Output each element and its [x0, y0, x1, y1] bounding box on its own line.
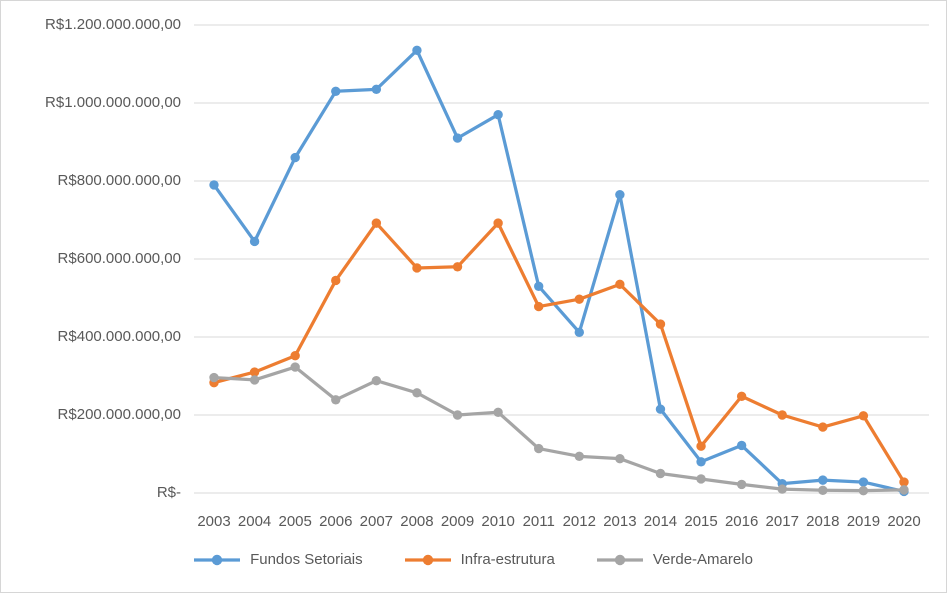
data-point-verde-amarelo-2011: [534, 443, 544, 454]
x-tick-label: 2015: [684, 513, 718, 530]
legend-item-verde-amarelo[interactable]: Verde-Amarelo: [596, 551, 753, 568]
data-point-verde-amarelo-2009: [452, 410, 463, 420]
data-point-infra-estrutura-2004: [249, 367, 260, 377]
legend: Fundos Setoriais Infra-estrutura Verde-Ama…: [1, 551, 946, 568]
data-point-verde-amarelo-2018: [818, 485, 828, 495]
data-point-verde-amarelo-2003: [209, 372, 219, 383]
data-point-verde-amarelo-2019: [858, 485, 869, 496]
data-point-infra-estrutura-2016: [736, 391, 747, 401]
x-tick-label: 2006: [319, 513, 353, 530]
data-point-infra-estrutura-2017: [777, 410, 787, 420]
data-point-fundos-setoriais-2016: [736, 440, 747, 451]
data-point-infra-estrutura-2011: [534, 301, 544, 312]
data-point-verde-amarelo-2015: [696, 474, 706, 484]
series-line-verde-amarelo: [212, 365, 906, 493]
x-tick-label: 2017: [765, 513, 799, 530]
x-tick-label: 2018: [806, 513, 840, 530]
data-point-fundos-setoriais-2010: [493, 110, 503, 120]
legend-label-verde-amarelo: Verde-Amarelo: [652, 551, 753, 568]
data-point-fundos-setoriais-2013: [615, 189, 625, 200]
data-point-fundos-setoriais-2015: [696, 457, 706, 467]
data-point-infra-estrutura-2015: [696, 441, 706, 451]
legend-marker-verde-amarelo: [596, 554, 643, 565]
legend-item-infra-estrutura[interactable]: Infra-estrutura: [404, 551, 555, 568]
data-point-infra-estrutura-2006: [331, 275, 341, 286]
data-point-verde-amarelo-2014: [655, 468, 666, 479]
data-point-fundos-setoriais-2004: [249, 236, 260, 247]
y-tick-label: R$200.000.000,00: [57, 406, 181, 423]
x-tick-label: 2020: [887, 513, 921, 530]
data-point-fundos-setoriais-2006: [331, 86, 341, 97]
data-point-infra-estrutura-2007: [371, 218, 382, 228]
legend-marker-infra-estrutura: [404, 554, 451, 565]
data-point-verde-amarelo-2008: [412, 388, 422, 398]
y-tick-label: R$800.000.000,00: [57, 172, 181, 189]
data-point-verde-amarelo-2010: [493, 407, 503, 417]
data-point-infra-estrutura-2013: [615, 279, 625, 290]
data-point-fundos-setoriais-2019: [858, 477, 869, 487]
data-point-verde-amarelo-2017: [777, 484, 787, 494]
data-point-infra-estrutura-2009: [452, 262, 463, 272]
series-verde-amarelo[interactable]: [209, 362, 909, 496]
x-tick-label: 2010: [481, 513, 515, 530]
x-tick-label: 2003: [197, 513, 231, 530]
series-line-fundos-setoriais: [212, 48, 906, 494]
x-tick-label: 2013: [603, 513, 637, 530]
data-point-fundos-setoriais-2014: [655, 404, 666, 414]
data-point-infra-estrutura-2014: [655, 319, 666, 329]
series-line-infra-estrutura: [212, 221, 906, 484]
data-point-verde-amarelo-2006: [331, 395, 341, 405]
series-infra-estrutura[interactable]: [209, 218, 909, 487]
legend-item-fundos-setoriais[interactable]: Fundos Setoriais: [194, 551, 363, 568]
y-tick-label: R$400.000.000,00: [57, 328, 181, 345]
data-point-fundos-setoriais-2011: [534, 281, 544, 291]
x-tick-label: 2008: [400, 513, 434, 530]
data-point-fundos-setoriais-2018: [818, 475, 828, 485]
x-tick-label: 2004: [237, 513, 272, 530]
data-point-fundos-setoriais-2012: [574, 327, 584, 338]
data-point-fundos-setoriais-2007: [371, 84, 382, 95]
data-point-verde-amarelo-2013: [615, 453, 625, 464]
legend-label-infra-estrutura: Infra-estrutura: [460, 551, 555, 568]
data-point-verde-amarelo-2005: [290, 362, 300, 372]
x-tick-label: 2011: [522, 513, 555, 530]
data-point-verde-amarelo-2004: [249, 375, 260, 385]
x-tick-label: 2007: [359, 513, 394, 530]
data-point-infra-estrutura-2019: [858, 411, 869, 421]
x-tick-label: 2009: [440, 513, 475, 530]
series-fundos-setoriais[interactable]: [209, 45, 909, 497]
x-tick-label: 2019: [846, 513, 881, 530]
y-tick-label: R$1.000.000.000,00: [45, 94, 181, 111]
data-point-verde-amarelo-2016: [736, 479, 747, 490]
data-point-infra-estrutura-2010: [493, 218, 503, 228]
data-point-infra-estrutura-2018: [818, 422, 828, 432]
x-tick-label: 2012: [562, 513, 596, 530]
data-point-verde-amarelo-2012: [574, 451, 584, 462]
x-tick-label: 2005: [278, 513, 312, 530]
data-point-fundos-setoriais-2008: [412, 45, 422, 56]
data-point-infra-estrutura-2012: [574, 294, 584, 304]
legend-marker-fundos-setoriais: [194, 554, 241, 565]
y-tick-label: R$600.000.000,00: [57, 250, 181, 267]
legend-label-fundos-setoriais: Fundos Setoriais: [250, 551, 363, 568]
y-tick-label: R$-: [156, 484, 181, 501]
data-point-fundos-setoriais-2003: [209, 180, 219, 190]
data-point-infra-estrutura-2020: [899, 477, 909, 487]
y-tick-label: R$1.200.000.000,00: [45, 16, 181, 33]
data-point-fundos-setoriais-2005: [290, 152, 300, 163]
data-point-infra-estrutura-2005: [290, 351, 300, 361]
data-point-verde-amarelo-2007: [371, 375, 382, 386]
data-point-fundos-setoriais-2009: [452, 133, 463, 143]
data-point-verde-amarelo-2020: [899, 485, 909, 495]
data-point-infra-estrutura-2008: [412, 263, 422, 273]
gridlines: [194, 24, 929, 494]
x-tick-label: 2016: [724, 513, 759, 530]
x-tick-label: 2014: [643, 513, 678, 530]
